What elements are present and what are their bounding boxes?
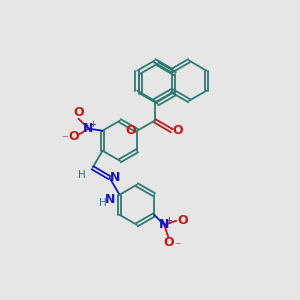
Text: H: H (78, 170, 86, 180)
Text: N: N (105, 193, 116, 206)
Text: O: O (177, 214, 188, 227)
Text: +: + (89, 120, 96, 129)
Text: N: N (159, 218, 169, 231)
Text: O: O (173, 124, 183, 137)
Text: O: O (126, 124, 136, 137)
Text: +: + (165, 216, 172, 225)
Text: N: N (83, 122, 94, 135)
Text: ⁻: ⁻ (174, 240, 181, 253)
Text: N: N (110, 171, 120, 184)
Text: ⁻: ⁻ (61, 133, 68, 146)
Text: O: O (163, 236, 173, 250)
Text: H: H (99, 198, 106, 208)
Text: O: O (69, 130, 79, 143)
Text: O: O (73, 106, 84, 119)
